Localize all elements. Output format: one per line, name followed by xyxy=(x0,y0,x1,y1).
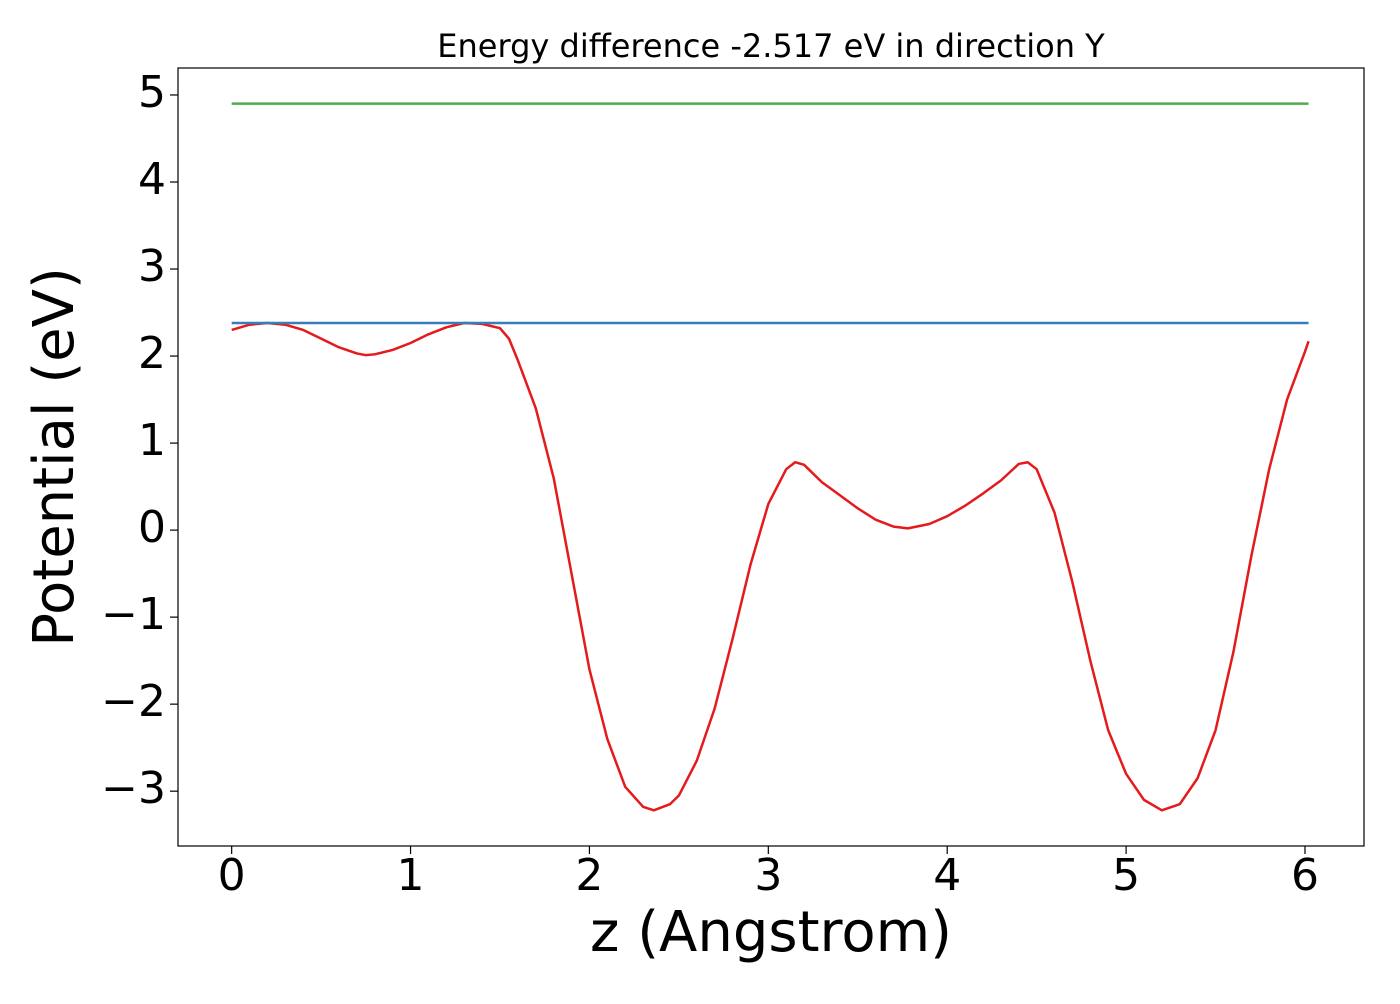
y-tick-label: 2 xyxy=(138,328,166,379)
y-tick-label: 1 xyxy=(138,415,166,466)
plot-frame xyxy=(177,67,1365,847)
chart-title: Energy difference -2.517 eV in direction… xyxy=(437,27,1105,65)
x-tick-label: 3 xyxy=(754,850,782,901)
y-tick-label: 5 xyxy=(138,67,166,118)
y-tick-label: 4 xyxy=(138,154,166,205)
x-tick-label: 1 xyxy=(397,850,425,901)
y-tick-label: 0 xyxy=(138,502,166,553)
x-tick-label: 2 xyxy=(575,850,603,901)
x-tick-label: 6 xyxy=(1291,850,1319,901)
y-tick-label: −3 xyxy=(101,763,166,814)
y-tick-label: −1 xyxy=(101,589,166,640)
x-axis-label: z (Angstrom) xyxy=(590,900,952,965)
x-tick-label: 0 xyxy=(218,850,246,901)
line-series xyxy=(231,321,1310,812)
y-axis-label: Potential (eV) xyxy=(22,267,87,647)
x-tick-label: 5 xyxy=(1112,850,1140,901)
x-tick-label: 4 xyxy=(933,850,961,901)
y-tick-label: 3 xyxy=(138,241,166,292)
y-tick-label: −2 xyxy=(101,676,166,727)
